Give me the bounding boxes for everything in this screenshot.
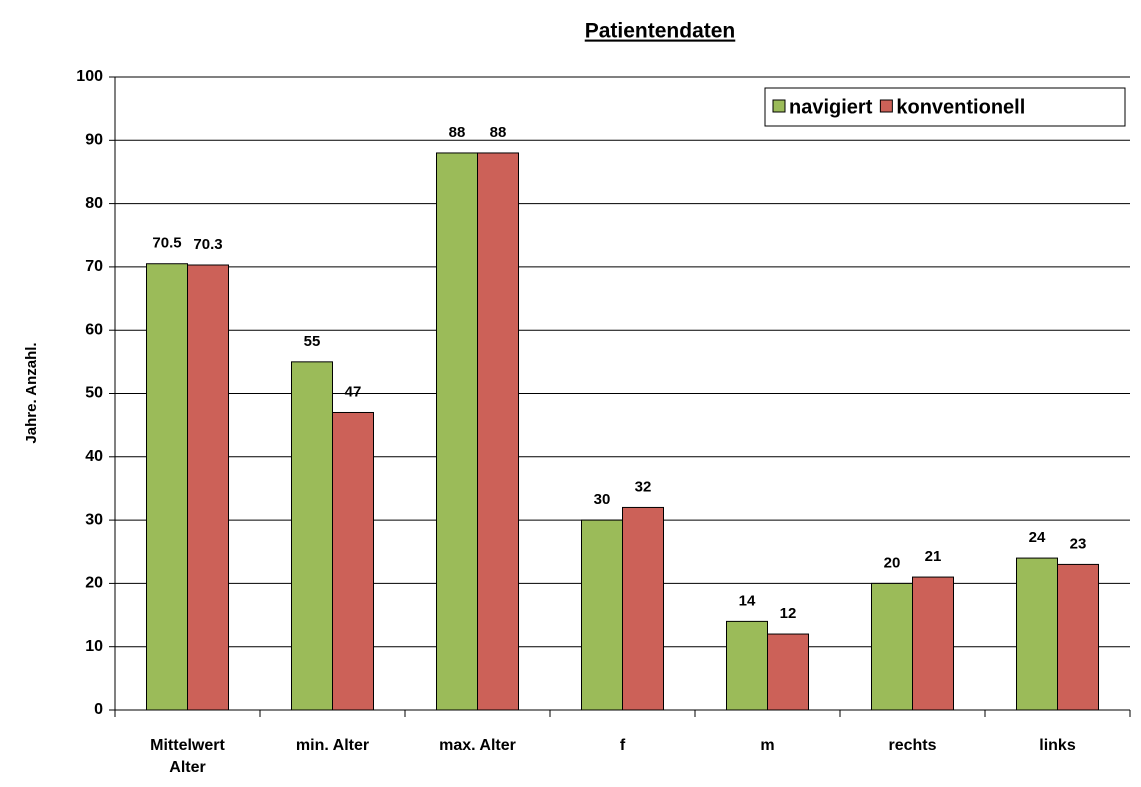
data-label: 24 [1029,529,1046,546]
data-label: 23 [1070,535,1087,552]
y-axis-label: Jahre. Anzahl. [23,342,40,443]
bar [332,411,374,711]
y-tick-label: 70 [85,258,103,275]
legend-label: navigiert [789,96,873,118]
data-label: 70.5 [152,235,181,252]
bar [1016,557,1058,711]
bar [187,264,229,711]
legend-label: konventionell [896,96,1025,118]
y-tick-label: 20 [85,575,103,592]
bar [912,576,954,711]
y-tick-label: 60 [85,321,103,338]
legend-box [764,87,1126,127]
y-tick-label: 40 [85,448,103,465]
y-tick-label: 50 [85,385,103,402]
data-label: 47 [345,383,362,400]
bar [291,361,333,711]
y-tick-label: 80 [85,195,103,212]
bar [767,633,809,711]
y-tick-label: 100 [76,68,103,85]
x-tick-label: f [620,737,626,754]
bar [726,620,768,711]
bar [477,152,519,711]
x-tick-label: links [1039,737,1076,754]
x-tick-label: m [760,737,774,754]
bar [146,263,188,711]
data-label: 88 [490,124,507,141]
bar [871,582,913,711]
data-label: 55 [304,333,321,350]
bar [581,519,623,711]
x-tick-label: max. Alter [439,737,516,754]
data-label: 88 [449,124,466,141]
bar [1057,563,1099,711]
chart-title: Patientendaten [585,20,736,43]
y-tick-label: 90 [85,132,103,149]
y-tick-label: 0 [94,701,103,718]
y-tick-label: 10 [85,638,103,655]
x-tick-label: Mittelwert Alter [150,737,225,776]
legend-swatch [879,99,893,113]
data-label: 32 [635,478,652,495]
x-tick-label: rechts [888,737,936,754]
data-label: 20 [884,554,901,571]
y-tick-label: 30 [85,511,103,528]
bar [622,506,664,711]
data-label: 30 [594,491,611,508]
legend-swatch [772,99,786,113]
bar [436,152,478,711]
data-label: 21 [925,548,942,565]
data-label: 14 [739,592,756,609]
data-label: 70.3 [193,236,222,253]
data-label: 12 [780,605,797,622]
x-tick-label: min. Alter [296,737,369,754]
